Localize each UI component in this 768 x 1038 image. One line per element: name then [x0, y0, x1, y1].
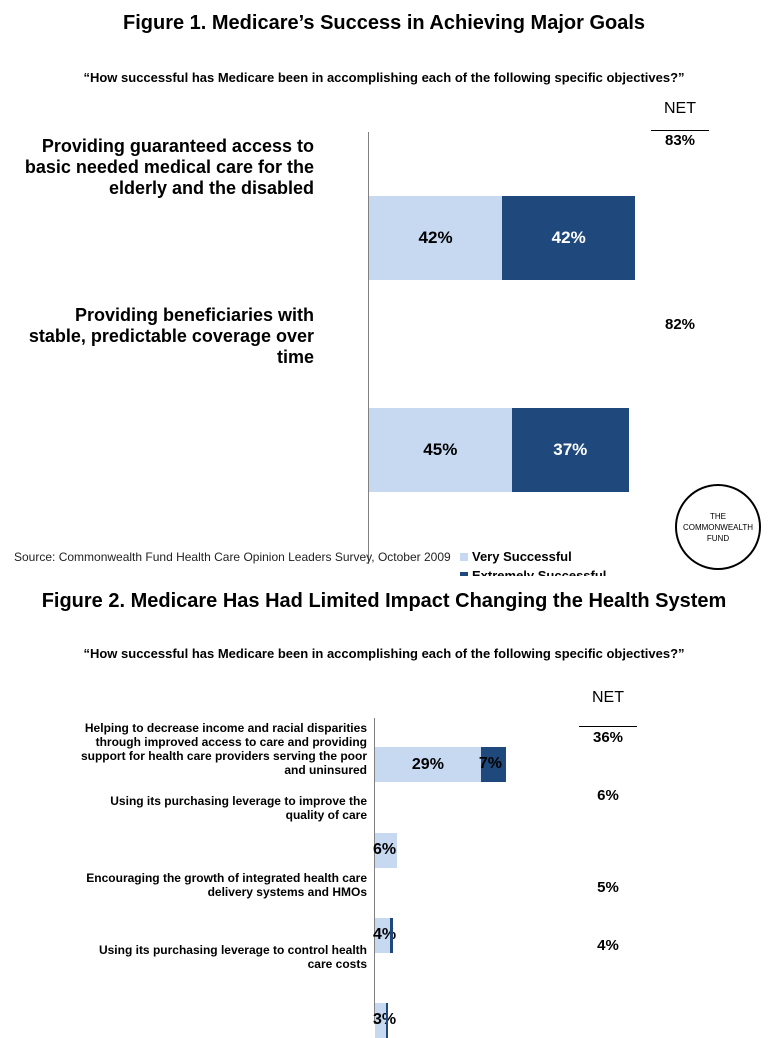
figure2-category-label: Encouraging the growth of integrated hea… [86, 871, 367, 899]
bar-extremely-successful [389, 918, 394, 953]
legend-label: Very Successful [472, 549, 572, 564]
figure1-category-label: Providing beneficiaries with stable, pre… [28, 305, 314, 367]
figure1-net-value: 83% [664, 132, 696, 149]
legend-item-extremely-successful: Extremely Successful [460, 568, 606, 576]
figure1-subtitle: “How successful has Medicare been in acc… [83, 70, 685, 85]
figure2-net-value: 4% [597, 937, 619, 954]
figure2-subtitle: “How successful has Medicare been in acc… [83, 646, 685, 661]
figure2-category-label: Using its purchasing leverage to improve… [110, 794, 367, 822]
bar-very-successful [375, 918, 390, 953]
bar-extremely-successful [385, 1003, 388, 1038]
figure2-category-label: Helping to decrease income and racial di… [80, 721, 367, 777]
bar-data-label: 37% [553, 440, 588, 459]
figure1-legend: Very Successful Extremely Successful [460, 545, 660, 576]
figure2-net-value: 36% [592, 729, 624, 746]
figure1-category-label: Providing guaranteed access to basic nee… [24, 136, 314, 198]
bar-extremely-successful: 37% [511, 408, 629, 492]
figure2-net-underline [579, 726, 637, 727]
bar-extremely-successful [480, 747, 507, 782]
figure1-net-value: 82% [664, 316, 696, 333]
logo-text-line: FUND [706, 533, 730, 543]
figure1-source-note: Source: Commonwealth Fund Health Care Op… [14, 550, 451, 564]
logo-text-line: THE [709, 511, 726, 521]
bar-very-successful [375, 833, 397, 868]
bar-data-label: 7% [478, 754, 502, 772]
bar-very-successful: 29% [375, 747, 481, 782]
bar-data-label: 29% [411, 755, 444, 773]
legend-swatch-very-successful [460, 552, 468, 561]
figure1-axis-line [368, 132, 369, 564]
figure1-net-header: NET [664, 100, 696, 117]
figure2-net-value: 6% [597, 787, 619, 804]
logo-text-line: COMMONWEALTH [682, 522, 754, 532]
bar-data-label: 42% [551, 228, 586, 247]
legend-label: Extremely Successful [472, 568, 607, 576]
figure2-category-label: Using its purchasing leverage to control… [98, 943, 367, 971]
figure2-title: Figure 2. Medicare Has Had Limited Impac… [41, 590, 727, 612]
legend-item-very-successful: Very Successful [460, 549, 572, 564]
bar-data-label: 42% [418, 228, 453, 247]
bar-very-successful: 42% [369, 196, 503, 280]
figure2-axis-line [374, 718, 375, 1024]
figure1-net-underline [651, 130, 709, 131]
figure2-net-value: 5% [597, 879, 619, 896]
bar-extremely-successful: 42% [502, 196, 636, 280]
bar-data-label: 45% [423, 440, 458, 459]
bar-very-successful: 45% [369, 408, 512, 492]
bar-data-label: 3% [373, 1010, 397, 1028]
commonwealth-fund-logo: THE COMMONWEALTH FUND [675, 484, 761, 570]
figure1-title: Figure 1. Medicare’s Success in Achievin… [122, 12, 646, 34]
bar-data-label: 6% [373, 840, 397, 858]
bar-very-successful [375, 1003, 386, 1038]
legend-swatch-extremely-successful [460, 571, 468, 576]
figure2-net-header: NET [592, 689, 624, 706]
